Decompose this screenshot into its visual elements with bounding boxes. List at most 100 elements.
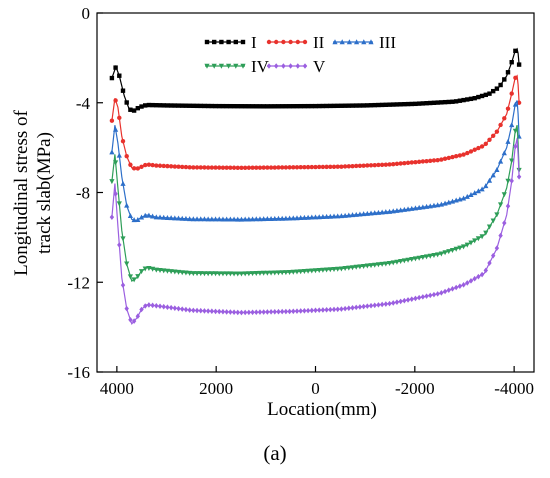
legend-marker — [346, 39, 352, 45]
data-point — [272, 270, 278, 276]
data-point — [387, 162, 392, 167]
data-point — [383, 261, 389, 267]
data-point — [331, 164, 337, 169]
data-point — [379, 261, 385, 267]
data-point — [305, 214, 311, 220]
data-point — [427, 203, 433, 209]
data-point — [342, 164, 348, 169]
data-point — [376, 102, 381, 108]
data-point — [453, 99, 459, 104]
data-point — [357, 264, 363, 270]
data-point — [194, 307, 200, 314]
data-point — [379, 162, 385, 168]
data-point — [324, 164, 329, 170]
data-point — [187, 216, 193, 222]
data-point — [220, 103, 226, 109]
data-point — [509, 60, 514, 65]
data-point — [183, 215, 189, 221]
data-point — [209, 165, 215, 170]
data-point — [242, 271, 248, 277]
data-point — [154, 302, 159, 309]
y-axis-title: Longitudinal stress of track slab(MPa) — [11, 109, 55, 275]
data-point — [431, 253, 437, 259]
data-point — [224, 103, 229, 109]
data-point — [331, 103, 337, 109]
data-point — [394, 259, 400, 265]
data-point — [423, 203, 430, 209]
data-point — [235, 165, 240, 170]
data-point — [431, 100, 437, 105]
data-point — [390, 208, 396, 214]
data-point — [216, 216, 222, 222]
data-point — [413, 159, 418, 165]
legend-item-V: V — [266, 57, 326, 76]
data-point — [483, 141, 488, 147]
data-point — [335, 103, 340, 109]
data-point — [512, 101, 519, 107]
data-point — [112, 126, 119, 132]
data-point — [446, 287, 451, 293]
data-point — [457, 153, 463, 158]
data-point — [476, 94, 481, 100]
data-point — [276, 165, 281, 170]
data-point — [198, 103, 203, 109]
data-point — [420, 159, 426, 164]
data-point — [450, 154, 455, 160]
data-point — [117, 115, 122, 121]
data-point — [513, 75, 518, 80]
data-point — [198, 271, 204, 277]
data-point — [428, 158, 433, 164]
data-point — [516, 62, 522, 67]
data-point — [157, 103, 163, 108]
data-point — [450, 286, 455, 292]
data-point — [390, 260, 396, 266]
panel-label: (a) — [263, 441, 286, 465]
data-point — [198, 216, 204, 222]
data-point — [320, 103, 326, 109]
data-point — [483, 92, 488, 98]
data-point — [391, 300, 396, 306]
data-point — [168, 304, 174, 311]
legend-marker — [219, 39, 224, 45]
data-point — [386, 208, 393, 214]
data-point — [316, 214, 322, 220]
data-point — [328, 103, 333, 109]
data-point — [483, 230, 489, 236]
data-point — [350, 163, 355, 169]
data-point — [239, 165, 244, 171]
data-point — [428, 292, 433, 299]
data-point — [446, 249, 452, 255]
data-point — [290, 215, 296, 221]
legend-marker — [288, 63, 293, 69]
data-point — [187, 307, 192, 313]
data-point — [127, 274, 134, 280]
data-point — [468, 192, 474, 198]
data-point — [479, 271, 485, 278]
data-point — [275, 270, 282, 276]
data-point — [431, 158, 437, 163]
data-point — [472, 95, 477, 101]
data-point — [420, 294, 426, 300]
data-point — [131, 217, 137, 223]
data-point — [494, 86, 500, 91]
data-point — [405, 160, 411, 166]
legend-marker — [361, 39, 367, 45]
data-point — [254, 104, 259, 109]
data-point — [150, 266, 156, 272]
data-point — [290, 269, 296, 275]
data-point — [302, 164, 307, 170]
data-point — [135, 217, 141, 223]
data-point — [202, 103, 207, 109]
data-point — [327, 213, 333, 219]
data-point — [464, 242, 470, 248]
data-point — [246, 165, 252, 170]
data-point — [383, 301, 389, 307]
data-point — [112, 160, 119, 166]
data-point — [143, 162, 148, 168]
x-tick-label: -4000 — [494, 379, 534, 398]
data-point — [139, 104, 144, 109]
data-point — [375, 209, 382, 215]
legend-marker — [204, 63, 210, 69]
